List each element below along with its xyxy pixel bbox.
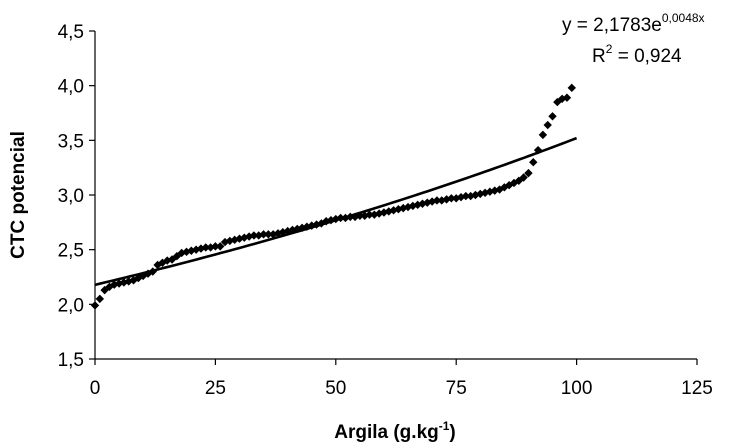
data-point: [365, 210, 374, 219]
data-point: [427, 197, 437, 206]
equation-exponent: 0,0048x: [662, 11, 705, 25]
data-point: [273, 229, 283, 238]
data-point: [350, 212, 360, 222]
data-point: [317, 219, 326, 228]
data-point: [346, 212, 355, 222]
y-tick-label: 4,5: [58, 22, 84, 43]
data-point: [201, 243, 210, 252]
data-point: [461, 191, 471, 201]
data-point: [533, 145, 543, 155]
r2-suffix: = 0,924: [612, 46, 682, 67]
plot-area: 1,5 2,0 2,5 3,0 3,5 4,0 4,5 0 25 50 75 100 125: [58, 22, 713, 399]
data-point: [90, 301, 100, 310]
x-axis-ticks: 0 25 50 75 100 125: [90, 359, 713, 399]
x-tick-label: 75: [446, 378, 467, 399]
data-point: [485, 187, 495, 196]
r-squared-label: R2 = 0,924: [592, 42, 682, 67]
y-tick-label: 2,0: [58, 295, 84, 316]
x-tick-label: 0: [90, 378, 101, 399]
trendline-equation: y = 2,1783e0,0048x: [562, 11, 705, 36]
data-point: [413, 200, 422, 210]
data-point: [519, 173, 528, 182]
x-axis-title: Argila (g.kg-1): [334, 419, 456, 443]
data-point: [148, 267, 157, 276]
data-point: [471, 190, 480, 200]
data-point: [336, 213, 345, 223]
y-tick-label: 4,0: [58, 77, 84, 98]
data-point: [538, 130, 548, 140]
data-point: [196, 244, 206, 253]
x-axis-title-end: ): [449, 422, 455, 443]
data-point: [562, 93, 572, 102]
data-point: [447, 194, 456, 203]
x-tick-label: 100: [561, 378, 593, 399]
data-point: [216, 242, 225, 251]
data-point: [524, 168, 533, 178]
y-tick-label: 3,0: [58, 186, 84, 207]
y-axis-ticks: 1,5 2,0 2,5 3,0 3,5 4,0 4,5: [58, 22, 95, 371]
y-tick-label: 1,5: [58, 350, 84, 371]
x-tick-label: 125: [681, 378, 713, 399]
x-tick-label: 50: [325, 378, 346, 399]
y-tick-label: 2,5: [58, 241, 84, 262]
r2-sup: 2: [606, 42, 613, 56]
x-axis-title-sup: -1: [439, 419, 450, 433]
data-point: [504, 180, 514, 190]
data-point: [259, 230, 268, 239]
data-point: [557, 94, 567, 103]
data-point: [543, 120, 552, 130]
x-axis-title-main: Argila (g.kg: [334, 422, 439, 443]
r2-prefix: R: [592, 46, 606, 67]
data-point: [211, 242, 220, 251]
y-tick-label: 3,5: [58, 131, 84, 152]
x-tick-label: 25: [205, 378, 226, 399]
data-point: [288, 225, 297, 235]
data-point: [95, 294, 105, 304]
data-point: [249, 231, 259, 240]
data-point: [548, 112, 557, 121]
data-point: [529, 158, 538, 167]
data-point: [355, 211, 365, 220]
data-points: [90, 83, 576, 310]
data-point: [264, 230, 273, 239]
data-point: [509, 178, 519, 188]
data-point: [138, 271, 148, 281]
equation-prefix: y = 2,1783e: [562, 15, 662, 36]
data-point: [302, 222, 312, 231]
data-point: [567, 83, 576, 93]
data-point: [553, 97, 562, 107]
y-axis-title: CTC potencial: [8, 131, 29, 259]
data-point: [432, 196, 442, 205]
